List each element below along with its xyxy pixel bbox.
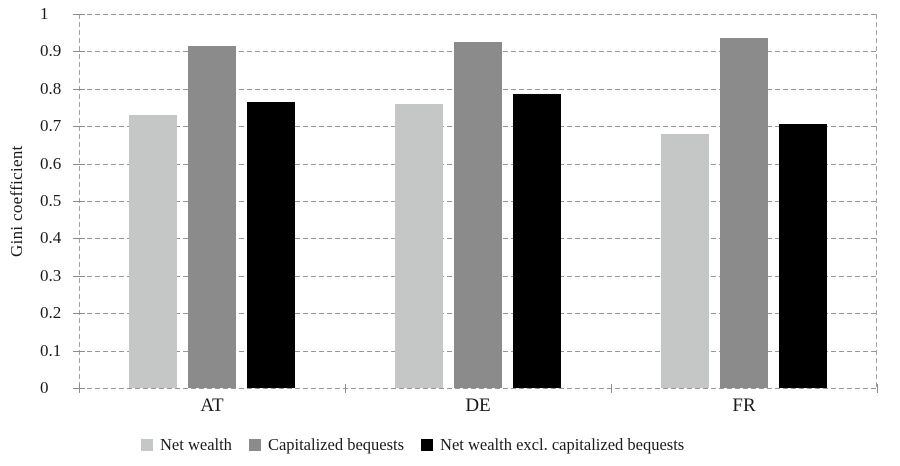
y-tick-0.9 <box>73 51 85 52</box>
x-tick-0 <box>79 384 80 393</box>
x-category-label-FR: FR <box>732 395 756 416</box>
y-tick-label-0.9: 0.9 <box>40 41 62 60</box>
x-category-label-DE: DE <box>465 395 491 416</box>
y-tick-label-0.2: 0.2 <box>40 303 62 322</box>
y-tick-0.6 <box>73 164 85 165</box>
y-tick-0.1 <box>73 351 85 352</box>
legend-label: Net wealth <box>160 435 232 454</box>
legend-swatch-icon <box>141 439 153 451</box>
y-tick-0.3 <box>73 276 85 277</box>
gridline-y-1 <box>79 14 877 15</box>
bar-AT-net-wealth-excl-capitalized-bequests <box>247 102 295 388</box>
bar-FR-net-wealth-excl-capitalized-bequests <box>779 124 827 388</box>
legend-label: Net wealth excl. capitalized bequests <box>440 435 685 454</box>
bar-FR-capitalized-bequests <box>720 38 768 388</box>
y-tick-label-1: 1 <box>40 4 49 23</box>
y-tick-0.2 <box>73 313 85 314</box>
y-tick-0.8 <box>73 89 85 90</box>
y-tick-label-0.3: 0.3 <box>40 266 62 285</box>
y-tick-0.4 <box>73 238 85 239</box>
bar-DE-capitalized-bequests <box>454 42 502 388</box>
gridline-y-0 <box>79 388 877 389</box>
bar-AT-capitalized-bequests <box>188 46 236 388</box>
x-tick-3 <box>877 384 878 393</box>
y-tick-label-0.4: 0.4 <box>40 228 62 247</box>
legend-swatch-icon <box>421 439 434 451</box>
y-tick-0.5 <box>73 201 85 202</box>
legend-item-2: Net wealth excl. capitalized bequests <box>421 434 684 456</box>
y-tick-label-0.1: 0.1 <box>40 341 62 360</box>
plot-right-border <box>876 14 877 388</box>
bar-FR-net-wealth <box>661 134 709 388</box>
x-category-label-AT: AT <box>200 395 224 416</box>
y-tick-0.7 <box>73 126 85 127</box>
legend-swatch-icon <box>248 439 261 451</box>
bar-DE-net-wealth-excl-capitalized-bequests <box>513 94 561 388</box>
legend-label: Capitalized bequests <box>267 435 405 454</box>
x-tick-1 <box>345 384 346 393</box>
x-tick-2 <box>611 384 612 393</box>
y-tick-label-0: 0 <box>40 378 49 397</box>
bar-AT-net-wealth <box>129 115 177 388</box>
y-axis-title: Gini coefficient <box>7 145 26 257</box>
bar-DE-net-wealth <box>395 104 443 388</box>
legend-item-0: Net wealth <box>141 434 232 456</box>
y-tick-label-0.6: 0.6 <box>40 154 62 173</box>
legend: Net wealth Capitalized bequests Net wealth… <box>141 434 684 456</box>
y-tick-1 <box>73 14 85 15</box>
legend-item-1: Capitalized bequests <box>248 434 405 456</box>
y-tick-label-0.8: 0.8 <box>40 79 62 98</box>
y-tick-label-0.5: 0.5 <box>40 191 62 210</box>
y-tick-label-0.7: 0.7 <box>40 116 62 135</box>
plot-area <box>79 14 877 389</box>
